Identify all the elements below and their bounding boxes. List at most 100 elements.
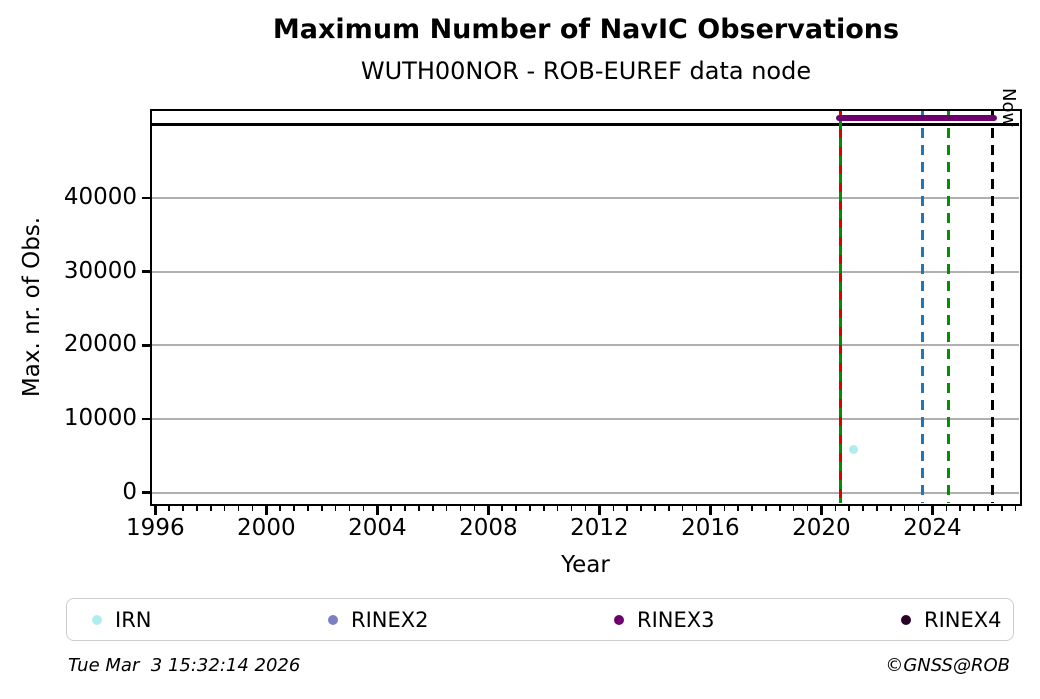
x-minor-tick	[945, 505, 948, 511]
y-tick-label: 40000	[63, 183, 137, 210]
irn-marker-icon	[92, 614, 102, 625]
x-minor-tick	[279, 505, 281, 511]
x-minor-tick	[570, 505, 573, 511]
y-gridline	[152, 418, 1019, 420]
x-tick	[376, 505, 379, 515]
legend-item-rinex3: RINEX3	[614, 599, 715, 640]
x-minor-tick	[1001, 505, 1003, 511]
y-tick	[141, 344, 150, 347]
x-tick	[931, 505, 934, 515]
x-minor-tick	[834, 505, 837, 511]
plot-border	[149, 108, 1022, 506]
x-minor-tick	[626, 505, 628, 511]
rinex3-marker-icon	[614, 614, 624, 625]
chart-subtitle: WUTH00NOR - ROB-EUREF data node	[360, 57, 812, 85]
x-tick-label: 2004	[348, 515, 407, 541]
y-tick-label: 30000	[63, 257, 137, 284]
y-tick-label: 10000	[63, 405, 137, 431]
y-tick-label: 0	[122, 478, 137, 505]
irn-data-point	[848, 444, 858, 454]
x-minor-tick	[556, 505, 559, 511]
x-minor-tick	[418, 505, 420, 511]
x-tick	[820, 505, 823, 515]
x-minor-tick	[182, 505, 184, 511]
x-minor-tick	[321, 505, 323, 511]
x-minor-tick	[987, 505, 989, 511]
x-tick-label: 2020	[792, 515, 851, 541]
x-tick	[487, 505, 490, 515]
max-reference-line	[152, 123, 1019, 126]
x-tick	[265, 505, 268, 515]
x-minor-tick	[959, 505, 961, 511]
x-minor-tick	[654, 505, 656, 511]
timestamp: Tue Mar 3 15:32:14 2026	[68, 655, 301, 676]
x-minor-tick	[806, 505, 809, 511]
y-gridline	[152, 344, 1019, 347]
x-minor-tick	[251, 505, 254, 511]
x-minor-tick	[681, 505, 684, 511]
x-minor-tick	[973, 505, 975, 511]
legend-item-rinex4: RINEX4	[901, 599, 1002, 640]
x-minor-tick	[917, 505, 920, 511]
legend-label: RINEX2	[351, 607, 429, 632]
x-tick-label: 1996	[126, 515, 185, 541]
legend: IRN RINEX2 RINEX3 RINEX4	[66, 598, 1014, 641]
x-minor-tick	[293, 505, 295, 511]
x-minor-tick	[779, 505, 781, 511]
x-minor-tick	[848, 505, 850, 511]
legend-label: RINEX4	[924, 607, 1002, 632]
legend-item-rinex2: RINEX2	[328, 599, 429, 640]
event-vline	[947, 111, 950, 503]
y-tick	[141, 196, 150, 200]
rinex4-marker-icon	[901, 614, 911, 625]
y-gridline	[152, 196, 1019, 199]
y-gridline	[152, 491, 1019, 494]
y-axis-label: Max. nr. of Obs.	[19, 216, 45, 398]
x-minor-tick	[862, 505, 864, 511]
x-minor-tick	[737, 505, 739, 511]
y-tick-label: 20000	[63, 331, 137, 358]
x-minor-tick	[695, 505, 698, 511]
x-minor-tick	[445, 505, 448, 511]
x-minor-tick	[390, 505, 392, 511]
x-tick-label: 2016	[681, 515, 740, 541]
legend-item-irn: IRN	[92, 599, 152, 640]
x-minor-tick	[668, 505, 670, 511]
x-minor-tick	[584, 505, 587, 511]
x-minor-tick	[751, 505, 753, 511]
x-minor-tick	[223, 505, 226, 511]
event-vline	[920, 111, 924, 503]
legend-label: RINEX3	[637, 607, 715, 632]
x-minor-tick	[1014, 505, 1017, 511]
x-minor-tick	[903, 505, 906, 511]
x-minor-tick	[501, 505, 503, 511]
x-minor-tick	[612, 505, 614, 511]
x-minor-tick	[348, 505, 351, 511]
x-minor-tick	[890, 505, 892, 511]
x-minor-tick	[640, 505, 642, 511]
x-axis-label: Year	[561, 552, 610, 578]
x-minor-tick	[792, 505, 795, 511]
x-tick	[709, 505, 712, 515]
x-minor-tick	[765, 505, 767, 511]
x-minor-tick	[168, 505, 170, 511]
event-vline	[991, 111, 994, 503]
x-minor-tick	[334, 505, 337, 511]
x-minor-tick	[723, 505, 725, 511]
x-minor-tick	[515, 505, 517, 511]
x-minor-tick	[473, 505, 476, 511]
legend-label: IRN	[115, 607, 152, 632]
x-tick	[154, 505, 157, 515]
x-minor-tick	[237, 505, 240, 511]
x-minor-tick	[529, 505, 531, 511]
chart-title: Maximum Number of NavIC Observations	[272, 14, 900, 45]
copyright: ©GNSS@ROB	[885, 655, 1010, 676]
y-tick	[141, 417, 150, 421]
x-minor-tick	[307, 505, 309, 511]
x-tick-label: 2024	[903, 515, 962, 541]
x-minor-tick	[210, 505, 212, 511]
event-vline-overlay	[838, 111, 842, 503]
x-tick	[598, 505, 601, 515]
x-tick-label: 2008	[459, 515, 518, 541]
